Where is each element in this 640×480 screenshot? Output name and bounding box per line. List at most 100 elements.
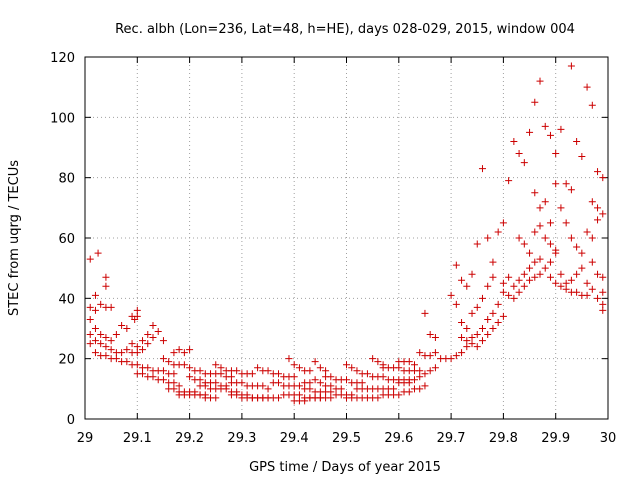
plot-frame [84, 56, 609, 420]
data-point [180, 349, 188, 357]
data-point [452, 300, 460, 308]
data-point [578, 264, 586, 272]
data-point [484, 315, 492, 323]
data-point [557, 204, 565, 212]
data-point [478, 325, 486, 332]
data-point [499, 312, 507, 320]
data-point [531, 228, 539, 236]
data-point [248, 370, 256, 378]
data-point [405, 358, 413, 366]
y-tick-label: 20 [58, 353, 75, 368]
data-point [102, 282, 110, 290]
data-point [599, 300, 607, 308]
data-point [159, 367, 167, 375]
data-point [86, 255, 94, 263]
data-point [510, 282, 518, 290]
data-point [421, 370, 429, 378]
y-tick-label: 120 [50, 51, 75, 66]
data-point [348, 364, 356, 372]
data-point [343, 361, 350, 369]
data-point [426, 367, 434, 375]
data-point [520, 159, 528, 167]
data-point [573, 288, 581, 296]
data-point [363, 370, 371, 378]
y-tick-label: 80 [58, 172, 75, 187]
data-point [520, 270, 528, 278]
data-point [573, 270, 581, 278]
data-point [431, 364, 439, 372]
data-point [468, 334, 476, 342]
data-point [536, 270, 544, 278]
data-point [170, 349, 178, 357]
data-point [144, 340, 152, 348]
data-point [583, 279, 591, 287]
data-point [264, 367, 272, 375]
data-point [452, 261, 460, 269]
data-point [426, 331, 434, 339]
data-point [254, 364, 262, 372]
data-point [552, 279, 560, 287]
data-point [275, 370, 283, 378]
data-point [196, 367, 204, 375]
data-point [316, 379, 324, 387]
data-point [139, 370, 147, 378]
data-point [468, 309, 476, 317]
data-point [94, 249, 102, 257]
data-point [102, 343, 110, 351]
x-axis-ticks: 29 29.1 29.2 29.3 29.4 29.5 29.6 29.7 29.8 29.9 30 [77, 57, 616, 446]
data-point [410, 361, 418, 369]
data-point [505, 291, 513, 299]
data-point [337, 385, 345, 393]
data-point [599, 273, 607, 281]
data-point [594, 270, 602, 278]
data-point [212, 379, 220, 387]
data-point [520, 240, 528, 248]
data-point [599, 174, 607, 182]
data-point [562, 219, 570, 227]
data-point [91, 325, 99, 332]
data-point [410, 376, 418, 384]
data-point [343, 376, 350, 384]
y-tick-label: 40 [58, 292, 75, 307]
data-point [97, 331, 105, 339]
data-point [353, 367, 361, 375]
data-point [583, 83, 591, 91]
data-point [107, 303, 115, 311]
data-point [91, 349, 99, 357]
data-point [531, 98, 539, 106]
data-point [562, 279, 570, 287]
data-point [588, 234, 596, 242]
y-tick-label: 60 [58, 232, 75, 247]
data-point [290, 373, 298, 381]
data-point [557, 270, 565, 278]
data-point [275, 394, 283, 402]
x-tick-label: 29.5 [332, 431, 361, 446]
data-point [170, 385, 178, 393]
data-point [599, 288, 607, 296]
x-tick-label: 29.4 [280, 431, 309, 446]
data-point [510, 137, 518, 145]
data-point [541, 198, 549, 206]
data-point [494, 228, 502, 236]
data-point [416, 349, 424, 357]
data-point [515, 234, 523, 242]
data-point [102, 352, 110, 360]
data-point [567, 276, 575, 284]
data-point [520, 282, 528, 290]
data-point [468, 270, 476, 278]
data-point [552, 150, 560, 158]
data-point [421, 382, 429, 390]
data-point [186, 364, 194, 372]
data-point [526, 264, 534, 272]
data-point [536, 255, 544, 263]
data-point [463, 282, 471, 290]
data-point [421, 309, 429, 317]
data-point [463, 325, 471, 332]
data-point [552, 180, 560, 188]
data-point [473, 343, 481, 351]
data-point [452, 352, 460, 360]
data-point [594, 168, 602, 176]
data-point [144, 364, 152, 372]
data-point [536, 77, 544, 85]
